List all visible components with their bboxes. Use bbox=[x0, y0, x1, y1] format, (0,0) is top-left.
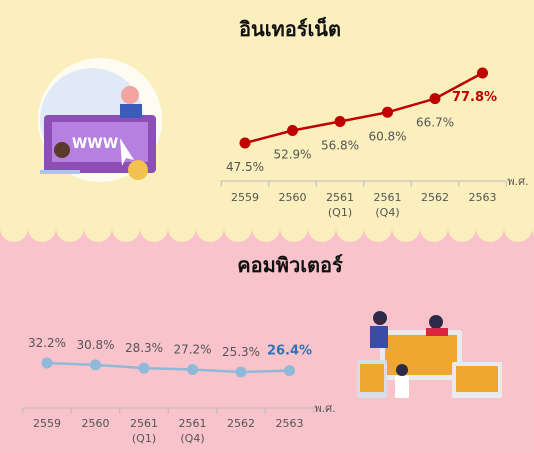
x-tick-label: 2561 (Q4) bbox=[368, 190, 408, 220]
value-label: 60.8% bbox=[368, 129, 406, 143]
point bbox=[240, 138, 251, 149]
value-label: 52.9% bbox=[273, 148, 311, 162]
x-tick-label: 2559 bbox=[27, 416, 67, 431]
value-label: 56.8% bbox=[321, 139, 359, 153]
point bbox=[284, 365, 295, 376]
value-label: 30.8% bbox=[76, 338, 114, 352]
point bbox=[382, 107, 393, 118]
x-tick-label: 2563 bbox=[270, 416, 310, 431]
point bbox=[187, 364, 198, 375]
value-label: 25.3% bbox=[222, 345, 260, 359]
x-tick-label: 2562 bbox=[221, 416, 261, 431]
x-axis-label: พ.ศ. bbox=[507, 175, 528, 188]
x-tick-label: 2563 bbox=[463, 190, 503, 205]
point bbox=[287, 125, 298, 136]
x-tick-label: 2560 bbox=[273, 190, 313, 205]
internet-illustration: WWW bbox=[38, 58, 162, 182]
x-tick-label: 2559 bbox=[225, 190, 265, 205]
point bbox=[42, 358, 53, 369]
value-label: 77.8% bbox=[452, 90, 497, 105]
value-label: 26.4% bbox=[267, 344, 312, 359]
point bbox=[139, 363, 150, 374]
value-label: 66.7% bbox=[416, 116, 454, 130]
chart-title: คอมพิวเตอร์ bbox=[237, 253, 343, 277]
canvas: WWW อินเทอร์เน็ตพ.ศ. 47.5% 52.9% 56.8% 60.8%… bbox=[0, 0, 534, 453]
x-tick-label: 2560 bbox=[76, 416, 116, 431]
point bbox=[90, 359, 101, 370]
value-label: 32.2% bbox=[28, 336, 66, 350]
x-axis-label: พ.ศ. bbox=[314, 402, 335, 415]
point bbox=[477, 68, 488, 79]
point bbox=[236, 367, 247, 378]
point bbox=[430, 93, 441, 104]
chart-title: อินเทอร์เน็ต bbox=[239, 16, 341, 41]
value-label: 47.5% bbox=[226, 160, 264, 174]
value-label: 28.3% bbox=[125, 341, 163, 355]
svg-text:WWW: WWW bbox=[72, 136, 118, 152]
x-tick-label: 2561 (Q1) bbox=[320, 190, 360, 220]
point bbox=[335, 116, 346, 127]
infographic: WWW อินเทอร์เน็ตพ.ศ. 47.5% 52.9% 56.8% 60.8%… bbox=[0, 0, 534, 453]
x-tick-label: 2562 bbox=[415, 190, 455, 205]
x-tick-label: 2561 (Q1) bbox=[124, 416, 164, 446]
value-label: 27.2% bbox=[173, 343, 211, 357]
x-tick-label: 2561 (Q4) bbox=[173, 416, 213, 446]
